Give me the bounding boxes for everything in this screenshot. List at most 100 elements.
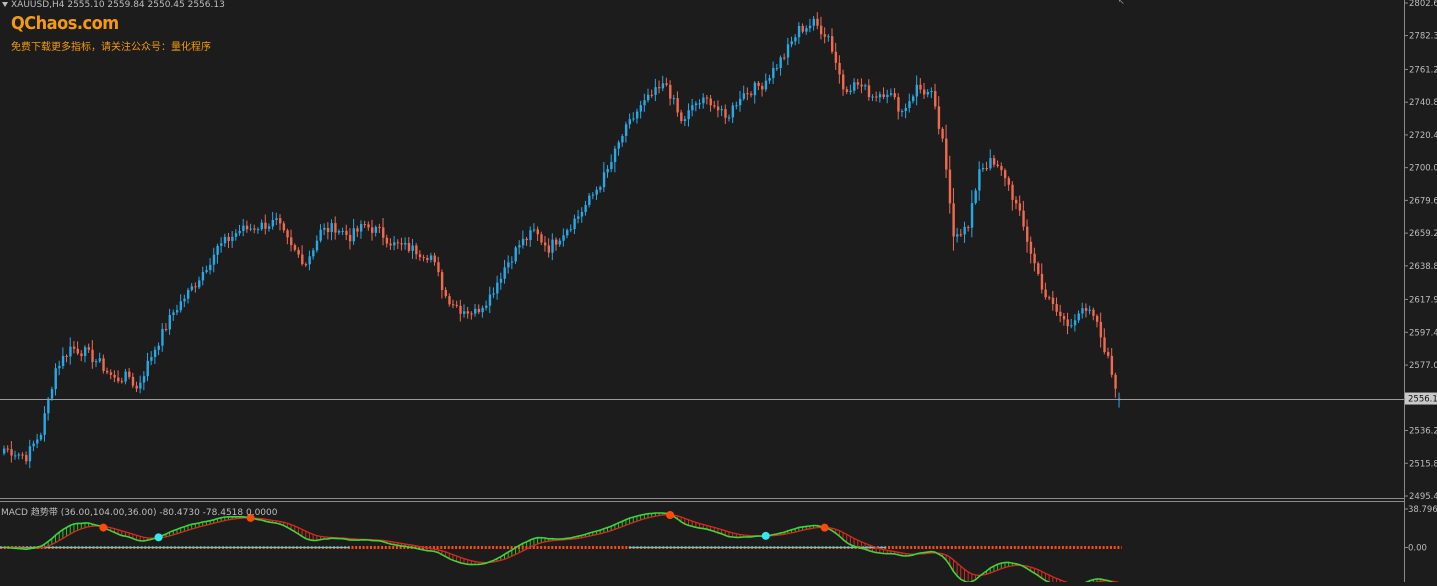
candle bbox=[665, 77, 668, 87]
candle-body bbox=[948, 169, 952, 204]
candle bbox=[676, 91, 679, 117]
candle-body bbox=[440, 272, 444, 290]
candle-body bbox=[882, 94, 885, 98]
candle-body bbox=[764, 80, 768, 90]
candle-body bbox=[808, 25, 812, 29]
candle-body bbox=[518, 245, 521, 248]
candle bbox=[1051, 290, 1055, 311]
candle-body bbox=[352, 228, 355, 242]
candle bbox=[930, 87, 933, 99]
candle bbox=[562, 228, 565, 247]
candle bbox=[1107, 347, 1110, 359]
current-price-badge bbox=[1405, 392, 1437, 405]
candle-body bbox=[1059, 311, 1062, 317]
candle bbox=[503, 259, 506, 284]
candle bbox=[992, 155, 996, 168]
candle bbox=[477, 304, 481, 315]
candle bbox=[650, 89, 654, 98]
candle-body bbox=[260, 222, 263, 230]
candle bbox=[739, 90, 742, 112]
candle-body bbox=[1107, 352, 1110, 356]
candle bbox=[14, 450, 17, 460]
candle-body bbox=[234, 233, 238, 237]
candle bbox=[17, 452, 21, 460]
candle-body bbox=[374, 226, 378, 233]
candle bbox=[875, 91, 878, 102]
candle-body bbox=[937, 106, 941, 129]
candle-body bbox=[860, 84, 863, 87]
candle-body bbox=[407, 242, 411, 251]
candle-body bbox=[69, 346, 72, 357]
candle bbox=[1033, 247, 1036, 272]
candle bbox=[672, 94, 676, 105]
candle bbox=[750, 91, 753, 98]
candle bbox=[709, 94, 712, 112]
candle bbox=[558, 238, 562, 247]
candle-body bbox=[849, 90, 852, 92]
candle-body bbox=[293, 245, 297, 250]
candle bbox=[153, 346, 157, 365]
candle-body bbox=[797, 25, 801, 38]
candle bbox=[1044, 282, 1047, 300]
macd-cross-marker bbox=[99, 523, 108, 532]
candle-body bbox=[794, 37, 797, 42]
candle bbox=[496, 275, 499, 300]
candle-body bbox=[716, 106, 720, 111]
candle-body bbox=[996, 164, 999, 166]
candle bbox=[113, 370, 116, 383]
candle-body bbox=[981, 168, 985, 170]
macd-series bbox=[0, 510, 1122, 586]
candle bbox=[216, 243, 219, 264]
candle-body bbox=[466, 311, 470, 314]
candle bbox=[10, 440, 13, 463]
candle bbox=[367, 221, 370, 231]
candle-body bbox=[271, 220, 275, 227]
candle-body bbox=[264, 222, 267, 229]
candle-body bbox=[429, 255, 433, 260]
candle bbox=[584, 200, 587, 216]
candle bbox=[76, 341, 79, 356]
candle bbox=[499, 272, 503, 290]
candle bbox=[974, 188, 977, 205]
candle bbox=[937, 96, 941, 135]
candle bbox=[897, 93, 900, 120]
price-tick-label: 2679.6 bbox=[1409, 196, 1437, 206]
candle-body bbox=[444, 289, 447, 297]
candle bbox=[687, 103, 690, 127]
macd-tick-label: 38.796 bbox=[1408, 505, 1437, 515]
candle-body bbox=[102, 358, 105, 371]
candle bbox=[102, 354, 105, 374]
candle bbox=[683, 115, 687, 127]
candle-body bbox=[371, 227, 374, 233]
candle bbox=[816, 12, 819, 30]
candle bbox=[838, 55, 841, 84]
candle-body bbox=[356, 228, 359, 232]
candle bbox=[1015, 196, 1018, 210]
candle bbox=[348, 228, 352, 250]
candle-body bbox=[422, 257, 425, 259]
candle bbox=[661, 75, 665, 92]
candle-body bbox=[238, 230, 241, 234]
candle-body bbox=[359, 224, 363, 232]
candle-body bbox=[330, 223, 333, 233]
candle-body bbox=[772, 67, 775, 79]
candle bbox=[827, 34, 830, 42]
candle-body bbox=[1040, 273, 1044, 290]
candle-body bbox=[485, 305, 488, 308]
price-tick-label: 2536.2 bbox=[1409, 427, 1437, 437]
candle bbox=[1018, 195, 1022, 216]
candle bbox=[58, 360, 61, 376]
candle bbox=[849, 84, 852, 95]
candle-body bbox=[602, 172, 606, 188]
candle-body bbox=[150, 357, 153, 361]
collapse-triangle-icon[interactable] bbox=[2, 1, 8, 7]
candle-body bbox=[915, 84, 919, 97]
candle-body bbox=[389, 243, 392, 246]
candle-body bbox=[6, 448, 10, 450]
candle bbox=[1095, 314, 1099, 328]
candle bbox=[775, 63, 779, 71]
candle bbox=[334, 216, 337, 240]
candle bbox=[3, 445, 6, 456]
